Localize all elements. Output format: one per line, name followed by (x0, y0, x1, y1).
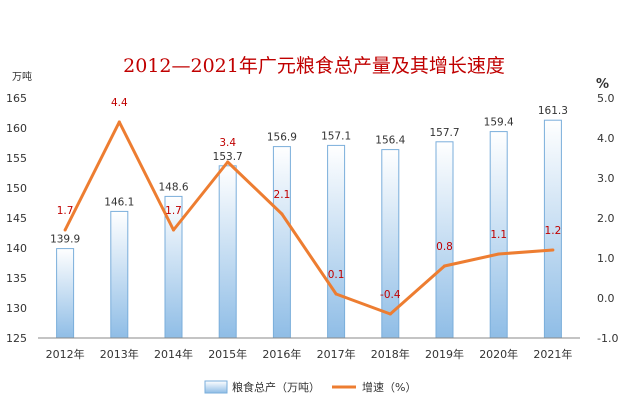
bar-value-label: 153.7 (213, 151, 243, 163)
line-value-label: 4.4 (111, 97, 128, 109)
bar-value-label: 157.7 (429, 127, 459, 139)
line-point (280, 212, 284, 216)
y2-tick-label: -1.0 (597, 332, 618, 345)
x-tick-label: 2018年 (371, 347, 410, 361)
x-tick-label: 2019年 (425, 347, 464, 361)
x-tick-label: 2014年 (154, 347, 193, 361)
y2-tick-label: 4.0 (597, 132, 615, 145)
legend-line-label: 增速（%） (362, 380, 416, 394)
y-tick-label: 160 (6, 122, 27, 135)
legend-bar-swatch (204, 380, 228, 394)
bar-value-label: 161.3 (538, 105, 568, 117)
y-tick-label: 125 (6, 332, 27, 345)
x-tick-label: 2021年 (533, 347, 572, 361)
bar-value-label: 146.1 (104, 196, 134, 208)
line-value-label: 3.4 (219, 137, 236, 149)
line-point (443, 264, 446, 268)
line-point (117, 120, 121, 124)
x-tick-label: 2013年 (100, 347, 139, 361)
y2-axis-label: % (596, 77, 609, 92)
bar-value-label: 139.9 (50, 234, 80, 246)
line-point (226, 160, 230, 164)
line-point (334, 292, 338, 296)
line-value-label: 1.2 (545, 225, 562, 237)
line-value-label: 1.7 (57, 205, 74, 217)
y-tick-label: 145 (6, 212, 27, 225)
y-tick-label: 130 (6, 302, 27, 315)
bar-value-label: 156.9 (267, 132, 297, 144)
x-tick-label: 2016年 (262, 347, 301, 361)
bar-value-label: 159.4 (484, 117, 514, 129)
y-tick-label: 155 (6, 152, 27, 165)
x-tick-label: 2015年 (208, 347, 247, 361)
bar (272, 146, 291, 339)
y-tick-label: 165 (6, 92, 27, 105)
line-value-label: -0.4 (380, 289, 401, 301)
bar-value-label: 156.4 (375, 135, 405, 147)
bar (327, 144, 346, 339)
line-value-label: 0.1 (328, 269, 345, 281)
y-tick-label: 150 (6, 182, 27, 195)
bar (56, 248, 75, 339)
line-value-label: 0.8 (436, 241, 453, 253)
y-tick-label: 140 (6, 242, 27, 255)
y2-tick-label: 1.0 (597, 252, 615, 265)
line-point (388, 312, 392, 316)
x-axis: 2012年 2013年 2014年 2015年 2016年 2017年 2018年 2019年… (38, 337, 580, 361)
line-value-label: 1.1 (490, 229, 507, 241)
bar (435, 141, 454, 339)
y2-tick-label: 3.0 (597, 172, 615, 185)
legend: 粮食总产（万吨） 增速（%） (204, 380, 416, 394)
right-axis: -1.0 0.0 1.0 2.0 3.0 4.0 5.0 (597, 92, 618, 345)
line-value-label: 2.1 (274, 189, 291, 201)
x-tick-label: 2017年 (317, 347, 356, 361)
legend-bar-label: 粮食总产（万吨） (232, 380, 320, 394)
y-axis-label: 万吨 (12, 70, 32, 83)
x-tick-label: 2020年 (479, 347, 518, 361)
left-axis: 125 130 135 140 145 150 155 160 165 (6, 92, 27, 345)
growth-line (63, 120, 554, 316)
line-point (63, 228, 67, 232)
bar (218, 165, 237, 339)
line-point (172, 228, 175, 232)
bar-value-label: 148.6 (158, 181, 188, 193)
y-tick-label: 135 (6, 272, 27, 285)
bar-value-label: 157.1 (321, 130, 351, 142)
x-tick-label: 2012年 (46, 347, 85, 361)
line-point (551, 248, 555, 252)
line-value-label: 1.7 (165, 205, 182, 217)
y2-tick-label: 2.0 (597, 212, 615, 225)
line-series: 1.7 4.4 1.7 3.4 2.1 0.1 -0.4 0.8 1.1 1.2 (57, 97, 562, 316)
chart-title: 2012—2021年广元粮食总产量及其增长速度 (123, 55, 505, 77)
line-point (497, 252, 501, 256)
y2-tick-label: 5.0 (597, 92, 615, 105)
bar (110, 210, 129, 339)
y2-tick-label: 0.0 (597, 292, 615, 305)
